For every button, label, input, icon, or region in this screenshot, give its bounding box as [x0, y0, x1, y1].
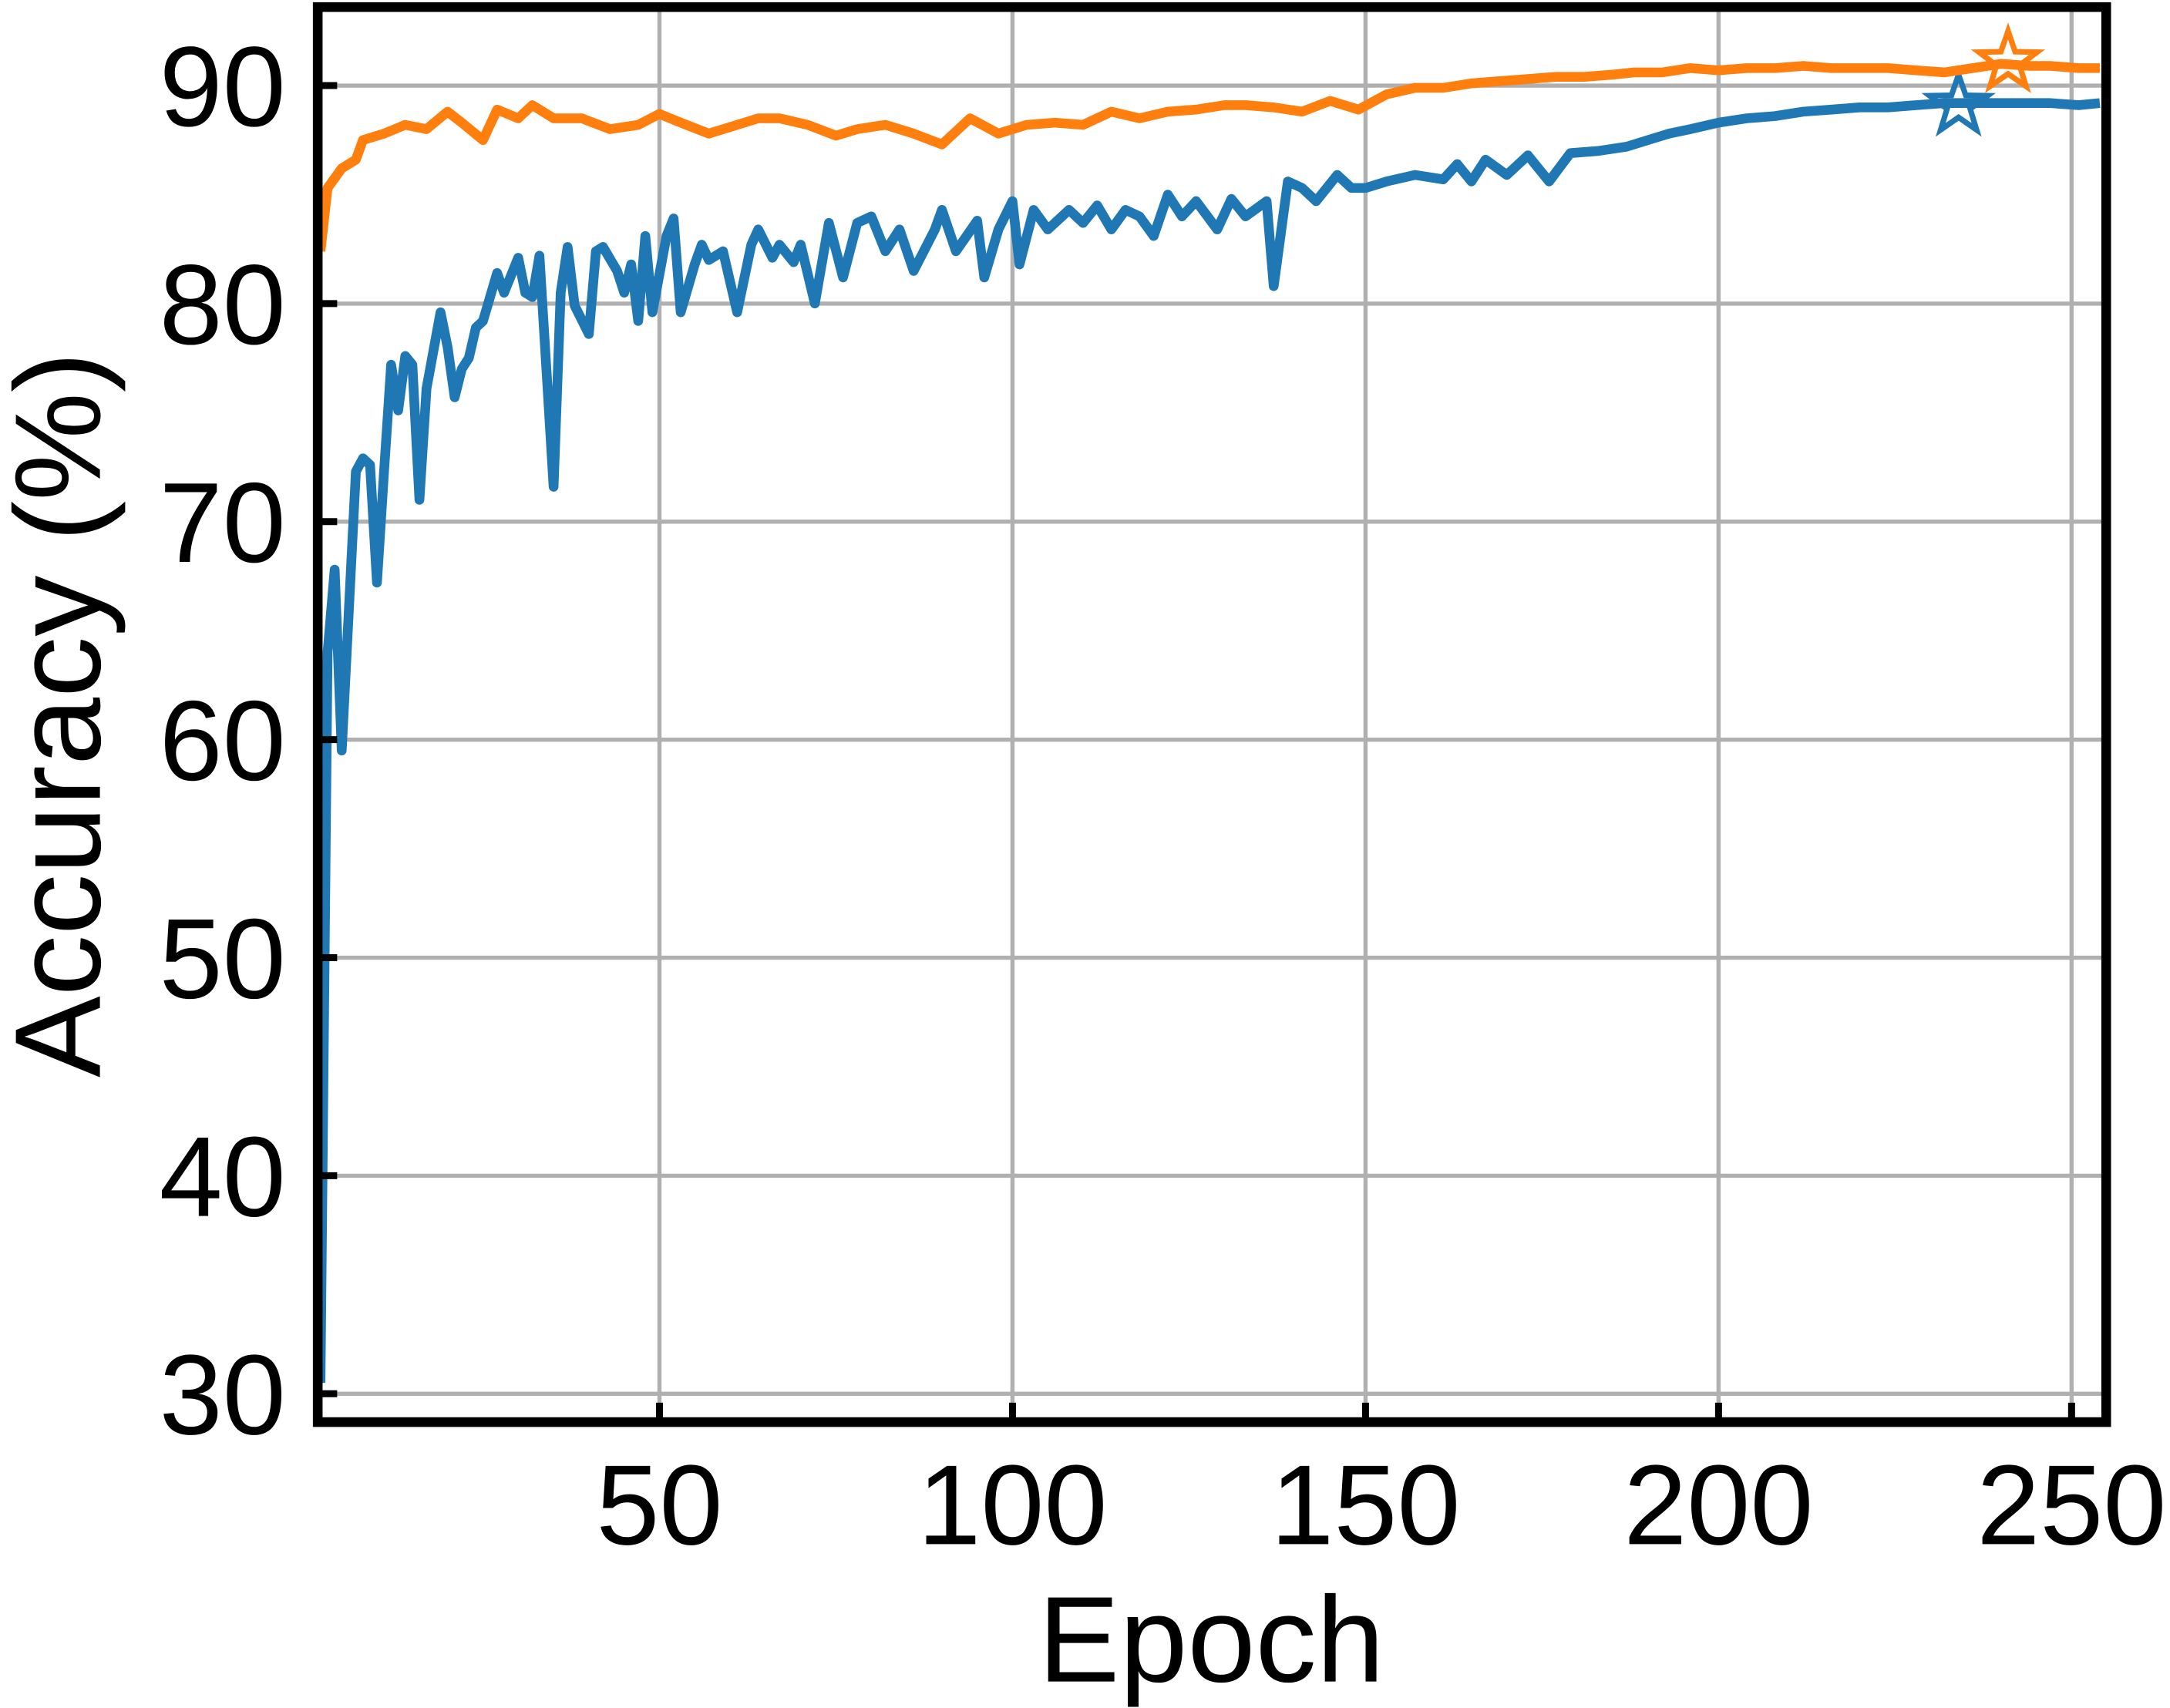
axes: 30 40 50 60 70 80 90 50 100 150 200 250 [160, 2, 2166, 1568]
best-marker [1921, 66, 1996, 137]
y-tick-label: 50 [160, 896, 286, 1023]
y-axis-label: Accuracy (%) [0, 351, 126, 1078]
series-line [318, 59, 2100, 252]
plot-area [318, 22, 2101, 1384]
x-axis-label: Epoch [1038, 1572, 1384, 1708]
x-tick-label: 150 [1270, 1441, 1460, 1568]
y-tick-label: 40 [160, 1114, 286, 1241]
y-tick-label: 80 [160, 241, 286, 368]
x-tick-label: 200 [1623, 1441, 1813, 1568]
best-marker [1970, 22, 2046, 93]
grid [318, 7, 2107, 1423]
y-tick-label: 90 [160, 23, 286, 150]
x-tick-label: 250 [1977, 1441, 2166, 1568]
y-tick-label: 60 [160, 677, 286, 805]
plot-frame [312, 2, 2111, 1427]
x-tick-label: 50 [596, 1441, 722, 1568]
y-tick-label: 30 [160, 1331, 286, 1458]
x-tick-label: 100 [917, 1441, 1107, 1568]
y-tick-label: 70 [160, 459, 286, 587]
series-line [318, 98, 2101, 1384]
